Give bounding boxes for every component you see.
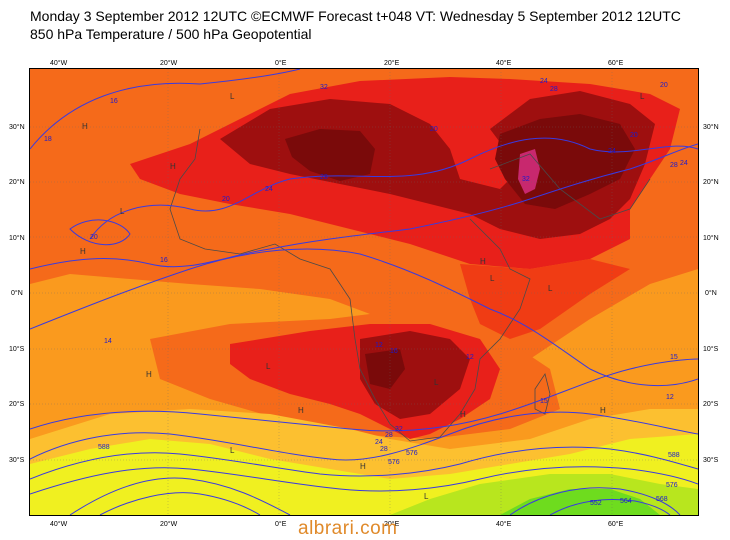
lon-label-40e-bottom: 40°E (496, 521, 512, 528)
contour-label: 28 (670, 162, 678, 169)
band-dark-red-sahara (285, 129, 375, 181)
lon-label-20w-bottom: 20°W (160, 521, 178, 528)
contour-label: 20 (90, 234, 98, 241)
lat-label-20s-right: 20°S (703, 401, 719, 408)
pressure-marker: L (120, 207, 125, 216)
lat-label-20n-right: 20°N (703, 179, 719, 186)
pressure-marker: H (600, 406, 606, 415)
lon-label-20e-top: 20°E (384, 60, 400, 67)
contour-label: 16 (110, 98, 118, 105)
contour-label: 16 (160, 257, 168, 264)
contour-label: 12 (375, 342, 383, 349)
pressure-marker: H (82, 122, 88, 131)
contour-label: 32 (320, 84, 328, 91)
contour-label: 20 (630, 132, 638, 139)
contour-label: 552 (590, 500, 602, 507)
lon-label-40e-top: 40°E (496, 60, 512, 67)
lon-label-20e-bottom: 20°E (384, 521, 400, 528)
band-dark-red-south (365, 349, 405, 389)
pressure-marker: H (146, 370, 152, 379)
lat-label-30s-right: 30°S (703, 457, 719, 464)
pressure-marker: L (548, 284, 553, 293)
contour-label: 15 (540, 398, 548, 405)
pressure-marker: H (80, 247, 86, 256)
lon-label-0e-bottom: 0°E (275, 521, 287, 528)
geopotential-contours (30, 69, 698, 515)
pressure-marker: H (460, 410, 466, 419)
contour-label: 20 (430, 126, 438, 133)
contour-label: 12 (666, 394, 674, 401)
contour-label: 12 (466, 354, 474, 361)
pressure-marker: H (298, 406, 304, 415)
contour-label: 15 (670, 354, 678, 361)
contour-label: 20 (222, 196, 230, 203)
contour-label: 20 (660, 82, 668, 89)
pressure-marker: L (640, 92, 645, 101)
pressure-marker: L (266, 362, 271, 371)
contour-label: 576 (666, 482, 678, 489)
lon-label-20w-top: 20°W (160, 60, 178, 67)
contour-label: 24 (375, 439, 383, 446)
lat-label-10s-left: 10°S (9, 346, 25, 353)
lat-label-10s-right: 10°S (703, 346, 719, 353)
contour-label: 24 (540, 78, 548, 85)
pressure-marker: H (170, 162, 176, 171)
lon-label-60e-bottom: 60°E (608, 521, 624, 528)
pressure-marker: L (424, 492, 429, 501)
contour-label: 16 (390, 348, 398, 355)
pressure-marker: L (490, 274, 495, 283)
band-green (500, 489, 660, 515)
pressure-marker: H (480, 257, 486, 266)
lat-label-10n-left: 10°N (9, 235, 25, 242)
contour-label: 576 (406, 450, 418, 457)
map-panel: 16 18 20 24 28 20 24 28 20 20 24 32 32 2… (29, 68, 699, 516)
lat-label-0n-right: 0°N (705, 290, 717, 297)
contour-label: 588 (668, 452, 680, 459)
band-red-orange-east (460, 259, 630, 339)
contour-label: 28 (320, 174, 328, 181)
contour-label: 588 (98, 444, 110, 451)
lon-label-0e-top: 0°E (275, 60, 287, 67)
lon-label-40w-top: 40°W (50, 60, 68, 67)
contour-label: 24 (265, 186, 273, 193)
contour-labels: 16 18 20 24 28 20 24 28 20 20 24 32 32 2… (44, 78, 688, 507)
map-subtitle: 850 hPa Temperature / 500 hPa Geopotenti… (30, 26, 312, 42)
lat-label-30n-right: 30°N (703, 124, 719, 131)
lat-label-30s-left: 30°S (9, 457, 25, 464)
lon-label-60e-top: 60°E (608, 60, 624, 67)
band-magenta (518, 149, 540, 194)
pressure-marker: L (230, 446, 235, 455)
contour-label: 28 (380, 446, 388, 453)
lat-label-20n-left: 20°N (9, 179, 25, 186)
pressure-marker: H (360, 462, 366, 471)
coastline-arabia (489, 153, 651, 220)
contour-label: 568 (656, 496, 668, 503)
graticule (30, 69, 698, 515)
contour-label: 24 (680, 160, 688, 167)
pressure-marker: L (230, 92, 235, 101)
contour-label: 24 (608, 148, 616, 155)
coastline-madagascar (534, 373, 551, 415)
lat-label-10n-right: 10°N (703, 235, 719, 242)
contour-label: 32 (522, 176, 530, 183)
contour-label: 576 (388, 459, 400, 466)
lat-label-30n-left: 30°N (9, 124, 25, 131)
watermark: albrari.com (298, 518, 398, 539)
pressure-markers: H L H L H L H L L H L H L H L H L H (80, 92, 645, 501)
coastline-africa (169, 128, 531, 442)
lat-label-20s-left: 20°S (9, 401, 25, 408)
pressure-marker: L (434, 378, 439, 387)
contour-label: 14 (104, 338, 112, 345)
temperature-map: 16 18 20 24 28 20 24 28 20 20 24 32 32 2… (30, 69, 698, 515)
contour-label: 564 (620, 498, 632, 505)
contour-label: 32 (395, 426, 403, 433)
lon-label-40w-bottom: 40°W (50, 521, 68, 528)
contour-label: 28 (385, 432, 393, 439)
contour-label: 28 (550, 86, 558, 93)
contour-label: 18 (44, 136, 52, 143)
lat-label-0n-left: 0°N (11, 290, 23, 297)
map-title: Monday 3 September 2012 12UTC ©ECMWF For… (30, 8, 681, 24)
